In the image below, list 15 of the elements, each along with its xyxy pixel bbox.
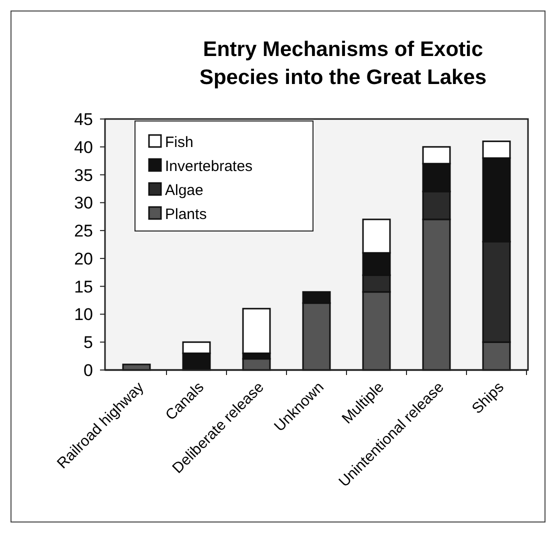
y-tick-label: 30: [74, 194, 93, 213]
y-tick-label: 20: [74, 249, 93, 268]
y-tick-label: 10: [74, 305, 93, 324]
y-tick-label: 45: [74, 110, 93, 129]
y-tick-label: 40: [74, 138, 93, 157]
y-tick-label: 0: [84, 361, 93, 380]
y-tick-label: 5: [84, 333, 93, 352]
chart-title: Entry Mechanisms of Exotic Species into the Great Lakes: [199, 38, 487, 89]
y-tick-label: 35: [74, 166, 93, 185]
legend-label: Fish: [165, 134, 194, 151]
legend-label: Plants: [165, 206, 207, 223]
y-tick-label: 15: [74, 277, 93, 296]
y-tick-label: 25: [74, 222, 93, 241]
legend-label: Invertebrates: [165, 158, 253, 175]
legend-label: Algae: [165, 182, 204, 199]
